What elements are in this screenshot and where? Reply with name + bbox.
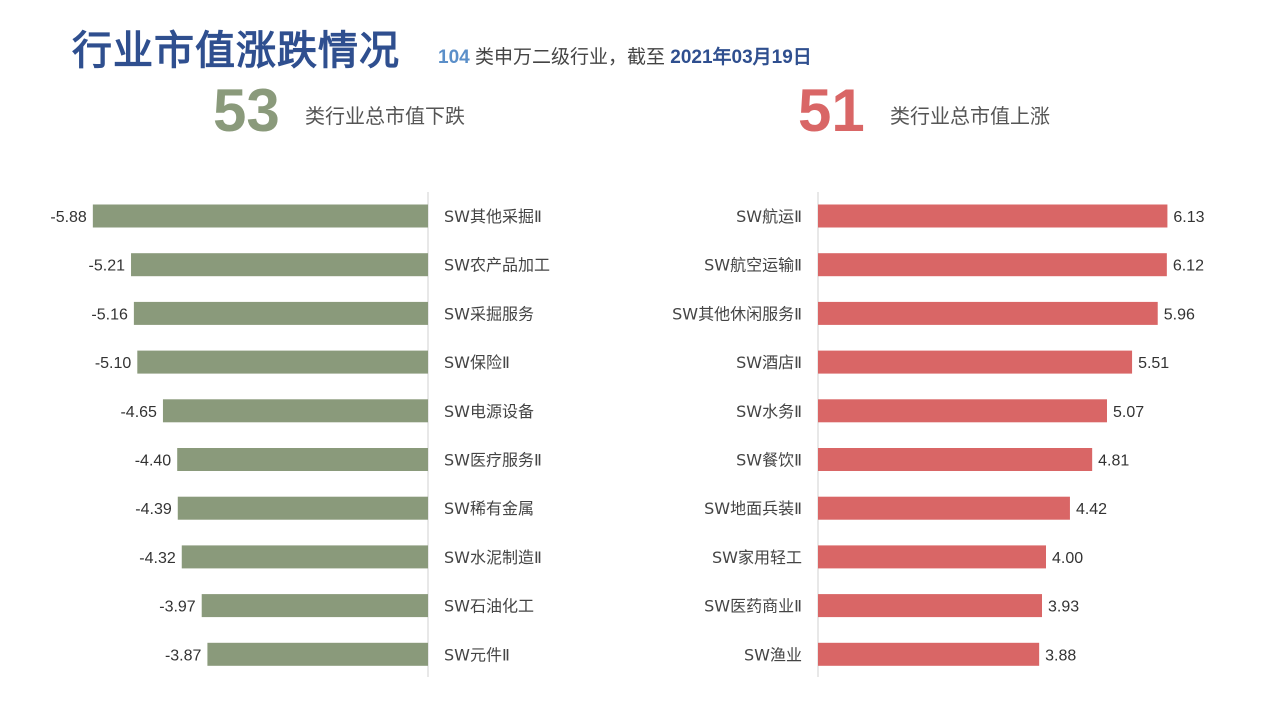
up-bar bbox=[818, 448, 1093, 471]
down-bar bbox=[201, 594, 428, 618]
up-value-label: 4.00 bbox=[1052, 550, 1083, 567]
up-category-label: SW医药商业Ⅱ bbox=[704, 597, 802, 616]
down-category-label: SW水泥制造Ⅱ bbox=[444, 548, 542, 567]
up-bar bbox=[818, 301, 1158, 325]
down-bar bbox=[131, 253, 428, 277]
subtitle-text: 类申万二级行业，截至 bbox=[469, 47, 671, 68]
down-value-label: -5.10 bbox=[95, 355, 132, 372]
up-bar bbox=[818, 350, 1133, 374]
subtitle-date: 2021年03月19日 bbox=[670, 47, 812, 68]
down-value-label: -4.39 bbox=[135, 501, 172, 518]
up-value-label: 6.12 bbox=[1173, 258, 1204, 275]
up-category-label: SW餐饮Ⅱ bbox=[736, 451, 802, 470]
down-bar bbox=[137, 350, 429, 374]
down-value-label: -4.40 bbox=[135, 453, 172, 470]
down-bar bbox=[92, 204, 428, 228]
up-bar bbox=[818, 594, 1043, 618]
down-bar bbox=[162, 399, 428, 423]
down-category-label: SW保险Ⅱ bbox=[444, 353, 510, 372]
up-bar bbox=[818, 545, 1046, 569]
up-count: 51 bbox=[798, 77, 865, 144]
down-value-label: -5.16 bbox=[91, 306, 128, 323]
down-category-label: SW元件Ⅱ bbox=[444, 645, 510, 664]
up-bar bbox=[818, 253, 1167, 277]
down-count: 53 bbox=[213, 77, 280, 144]
down-category-label: SW医疗服务Ⅱ bbox=[444, 451, 542, 470]
up-value-label: 3.93 bbox=[1048, 599, 1079, 616]
subtitle: 104 类申万二级行业，截至 2021年03月19日 bbox=[438, 42, 812, 69]
down-bar bbox=[177, 448, 428, 471]
up-bar bbox=[818, 642, 1040, 666]
down-category-label: SW电源设备 bbox=[444, 402, 534, 421]
up-value-label: 6.13 bbox=[1173, 209, 1204, 226]
up-category-label: SW其他休闲服务Ⅱ bbox=[672, 304, 802, 323]
page-title: 行业市值涨跌情况 bbox=[72, 29, 400, 73]
up-label: 类行业总市值上涨 bbox=[890, 106, 1050, 128]
up-value-label: 4.42 bbox=[1076, 501, 1107, 518]
down-value-label: -4.65 bbox=[120, 404, 157, 421]
up-value-label: 3.88 bbox=[1045, 647, 1076, 664]
down-category-label: SW农产品加工 bbox=[444, 256, 550, 275]
up-value-label: 5.51 bbox=[1138, 355, 1169, 372]
down-value-label: -5.21 bbox=[89, 258, 126, 275]
up-category-label: SW航空运输Ⅱ bbox=[704, 256, 802, 275]
up-bar bbox=[818, 204, 1168, 228]
subtitle-count: 104 bbox=[438, 47, 470, 68]
down-category-label: SW石油化工 bbox=[444, 597, 534, 616]
down-category-label: SW其他采掘Ⅱ bbox=[444, 207, 542, 226]
up-category-label: SW渔业 bbox=[744, 645, 802, 664]
down-value-label: -5.88 bbox=[50, 209, 87, 226]
down-value-label: -4.32 bbox=[139, 550, 176, 567]
up-value-label: 4.81 bbox=[1098, 453, 1129, 470]
down-bar bbox=[181, 545, 428, 569]
down-category-label: SW采掘服务 bbox=[444, 304, 534, 323]
up-category-label: SW地面兵装Ⅱ bbox=[704, 499, 802, 518]
up-category-label: SW家用轻工 bbox=[712, 548, 802, 567]
up-value-label: 5.96 bbox=[1164, 306, 1195, 323]
up-category-label: SW水务Ⅱ bbox=[736, 402, 802, 421]
down-value-label: -3.87 bbox=[165, 647, 202, 664]
up-bar bbox=[818, 496, 1070, 520]
down-label: 类行业总市值下跌 bbox=[305, 106, 465, 128]
down-bar bbox=[207, 642, 428, 666]
down-value-label: -3.97 bbox=[159, 599, 196, 616]
down-bar bbox=[133, 301, 428, 325]
up-bar bbox=[818, 399, 1107, 423]
up-value-label: 5.07 bbox=[1113, 404, 1144, 421]
up-category-label: SW酒店Ⅱ bbox=[736, 353, 802, 372]
down-category-label: SW稀有金属 bbox=[444, 499, 534, 518]
down-bar bbox=[177, 496, 428, 520]
up-category-label: SW航运Ⅱ bbox=[736, 207, 802, 226]
